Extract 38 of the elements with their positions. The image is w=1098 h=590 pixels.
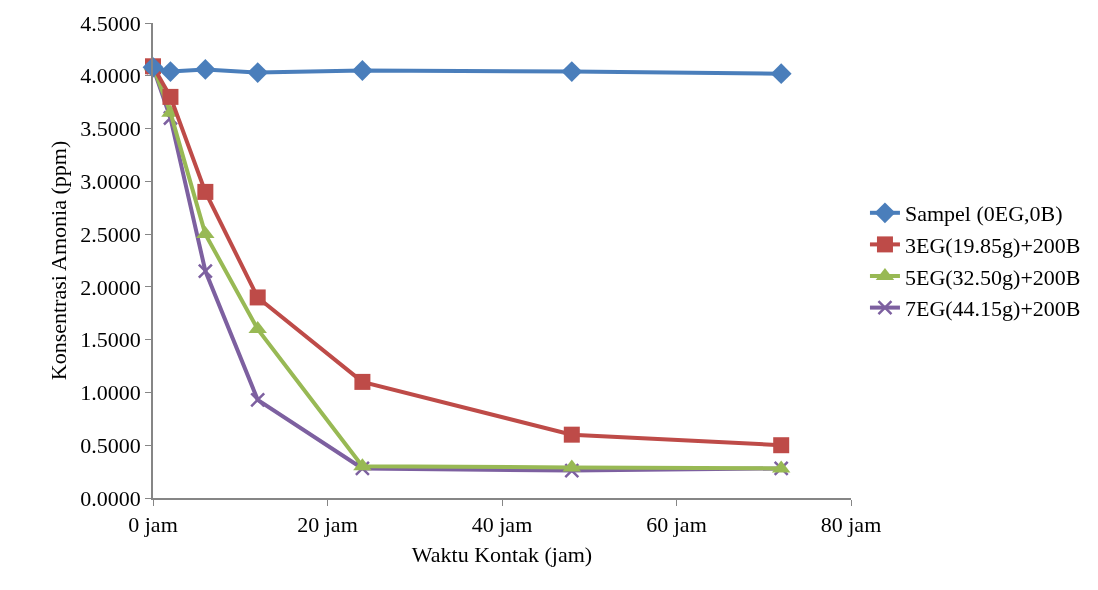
y-axis-title: Konsentrasi Amonia (ppm) [45, 140, 71, 381]
point [773, 437, 790, 454]
point [563, 426, 580, 443]
point [194, 59, 216, 80]
point [354, 373, 371, 390]
point [249, 392, 266, 408]
point [564, 462, 580, 479]
y-tick-label: 2.5000 [80, 221, 141, 247]
point [162, 88, 179, 105]
y-tick-label: 0.0000 [80, 485, 141, 511]
point [197, 183, 214, 200]
point [354, 460, 371, 477]
x-tick-label: 0 jam [128, 512, 178, 538]
point [773, 460, 789, 477]
x-tick-label: 40 jam [471, 512, 533, 538]
legend-label: Sampel (0EG,0B) [904, 201, 1063, 227]
point [561, 61, 583, 82]
legend-label: 5EG(32.50g)+200B [904, 264, 1081, 290]
point [197, 263, 214, 279]
x-tick-label: 80 jam [820, 512, 882, 538]
y-tick-label: 3.5000 [80, 116, 141, 142]
y-tick-label: 1.0000 [80, 380, 141, 406]
x-tick-label: 20 jam [297, 512, 358, 538]
legend-label: 3EG(19.85g)+200B [904, 232, 1081, 258]
y-tick-label: 3.0000 [80, 169, 141, 195]
legend-label: 7EG(44.15g)+200B [904, 296, 1081, 322]
point [352, 60, 373, 81]
x-axis-title: Waktu Kontak (jam) [411, 541, 593, 567]
y-tick-label: 4.5000 [80, 10, 141, 36]
y-tick-label: 4.0000 [80, 63, 141, 89]
y-tick-label: 2.0000 [80, 274, 141, 300]
point [249, 289, 266, 306]
y-tick-label: 0.5000 [80, 432, 141, 458]
x-tick-label: 60 jam [646, 512, 707, 538]
point [770, 63, 792, 85]
y-tick-label: 1.5000 [80, 327, 141, 353]
point [160, 61, 181, 82]
point [247, 62, 269, 84]
